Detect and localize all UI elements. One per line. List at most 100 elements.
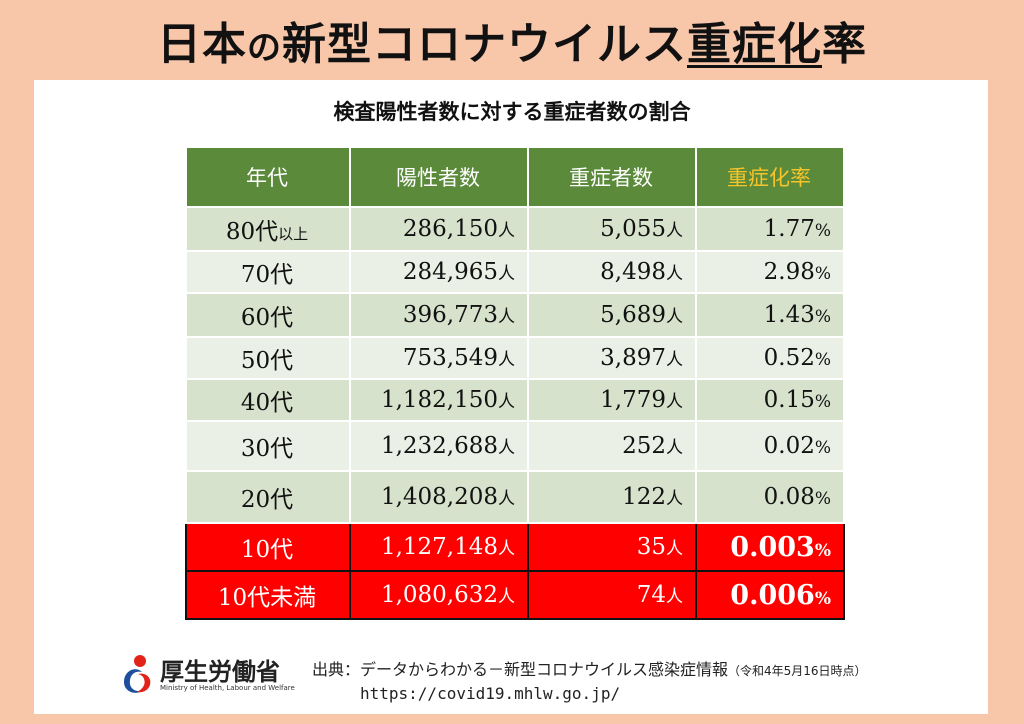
severe-count: 5,055 <box>600 216 666 242</box>
unit-person: 人 <box>498 489 515 509</box>
cell-age: 10代 <box>185 522 351 572</box>
cell-rate: 0.003% <box>695 522 845 572</box>
cell-age: 20代 <box>185 470 351 524</box>
table-row: 10代 1,127,148人 35人 0.003% <box>185 522 845 572</box>
cell-positive: 286,150人 <box>349 206 529 252</box>
table-row: 10代未満 1,080,632人 74人 0.006% <box>185 570 845 620</box>
severity-rate: 1.43 <box>763 302 815 328</box>
unit-person: 人 <box>666 350 683 370</box>
unit-percent: % <box>814 588 831 609</box>
cell-positive: 1,182,150人 <box>349 378 529 422</box>
positive-count: 1,127,148 <box>380 534 498 560</box>
age-label: 50代 <box>240 348 294 374</box>
unit-person: 人 <box>666 221 683 241</box>
unit-percent: % <box>814 307 831 327</box>
cell-severe: 35人 <box>527 522 697 572</box>
severity-rate: 1.77 <box>763 216 815 242</box>
age-label: 60代 <box>240 305 294 331</box>
severity-table: 年代 陽性者数 重症者数 重症化率 80代以上 286,150人 5,055人 1.7… <box>185 146 845 620</box>
cell-rate: 1.77% <box>695 206 845 252</box>
severity-rate: 0.08 <box>763 484 815 510</box>
title-part-5: 率 <box>822 19 867 70</box>
unit-person: 人 <box>498 539 515 559</box>
severity-rate: 0.02 <box>763 433 815 459</box>
cell-age: 60代 <box>185 292 351 338</box>
logo-subtitle: Ministry of Health, Labour and Welfare <box>160 684 295 692</box>
source-url: https://covid19.mhlw.go.jp/ <box>360 684 621 703</box>
header-positive: 陽性者数 <box>349 146 529 208</box>
unit-person: 人 <box>498 392 515 412</box>
age-label: 30代 <box>240 436 294 462</box>
severe-count: 35 <box>636 534 666 560</box>
cell-positive: 753,549人 <box>349 336 529 380</box>
severity-rate: 0.52 <box>763 345 815 371</box>
severe-count: 74 <box>636 582 666 608</box>
cell-positive: 1,408,208人 <box>349 470 529 524</box>
unit-person: 人 <box>666 264 683 284</box>
age-label: 70代 <box>240 262 294 288</box>
cell-rate: 0.52% <box>695 336 845 380</box>
table-row: 40代 1,182,150人 1,779人 0.15% <box>185 378 845 422</box>
unit-person: 人 <box>666 539 683 559</box>
unit-percent: % <box>814 350 831 370</box>
age-suffix: 以上 <box>278 225 309 243</box>
unit-percent: % <box>814 489 831 509</box>
table-row: 50代 753,549人 3,897人 0.52% <box>185 336 845 380</box>
severity-rate: 0.006 <box>730 579 815 611</box>
unit-person: 人 <box>666 438 683 458</box>
cell-age: 80代以上 <box>185 206 351 252</box>
positive-count: 753,549 <box>402 345 498 371</box>
table-row: 20代 1,408,208人 122人 0.08% <box>185 470 845 524</box>
cell-rate: 0.15% <box>695 378 845 422</box>
unit-person: 人 <box>666 392 683 412</box>
header-severe: 重症者数 <box>527 146 697 208</box>
positive-count: 1,232,688 <box>380 433 498 459</box>
unit-person: 人 <box>498 307 515 327</box>
cell-positive: 396,773人 <box>349 292 529 338</box>
header-rate: 重症化率 <box>695 146 845 208</box>
table-row: 60代 396,773人 5,689人 1.43% <box>185 292 845 338</box>
severe-count: 1,779 <box>600 387 666 413</box>
cell-rate: 0.02% <box>695 420 845 472</box>
positive-count: 286,150 <box>402 216 498 242</box>
cell-age: 10代未満 <box>185 570 351 620</box>
source-date: （令和4年5月16日時点） <box>728 664 867 678</box>
table-header-row: 年代 陽性者数 重症者数 重症化率 <box>185 146 845 208</box>
positive-count: 1,408,208 <box>380 484 498 510</box>
positive-count: 396,773 <box>402 302 498 328</box>
severe-count: 3,897 <box>600 345 666 371</box>
cell-age: 50代 <box>185 336 351 380</box>
unit-person: 人 <box>498 587 515 607</box>
cell-severe: 122人 <box>527 470 697 524</box>
severity-rate: 2.98 <box>763 259 815 285</box>
logo-name: 厚生労働省 <box>160 658 280 686</box>
age-label: 10代 <box>240 537 294 563</box>
cell-severe: 3,897人 <box>527 336 697 380</box>
cell-severe: 5,055人 <box>527 206 697 252</box>
age-label: 10代未満 <box>217 585 317 611</box>
unit-person: 人 <box>666 587 683 607</box>
unit-person: 人 <box>498 264 515 284</box>
unit-person: 人 <box>498 221 515 241</box>
cell-positive: 1,127,148人 <box>349 522 529 572</box>
cell-age: 70代 <box>185 250 351 294</box>
positive-count: 284,965 <box>402 259 498 285</box>
cell-positive: 1,232,688人 <box>349 420 529 472</box>
positive-count: 1,080,632 <box>380 582 498 608</box>
title-part-2: の <box>247 28 282 68</box>
cell-severe: 5,689人 <box>527 292 697 338</box>
table-row: 80代以上 286,150人 5,055人 1.77% <box>185 206 845 252</box>
table-row: 30代 1,232,688人 252人 0.02% <box>185 420 845 472</box>
cell-severe: 74人 <box>527 570 697 620</box>
unit-person: 人 <box>498 438 515 458</box>
title-part-3: 新型コロナウイルス <box>282 19 687 70</box>
unit-percent: % <box>814 540 831 561</box>
table-body: 80代以上 286,150人 5,055人 1.77% 70代 284,965人 8,498… <box>185 206 845 620</box>
cell-positive: 1,080,632人 <box>349 570 529 620</box>
severe-count: 252 <box>622 433 666 459</box>
cell-age: 40代 <box>185 378 351 422</box>
cell-severe: 252人 <box>527 420 697 472</box>
mhlw-logo: 厚生労働省 Ministry of Health, Labour and Wel… <box>118 650 295 698</box>
cell-severe: 8,498人 <box>527 250 697 294</box>
table-subtitle: 検査陽性者数に対する重症者数の割合 <box>333 100 691 124</box>
